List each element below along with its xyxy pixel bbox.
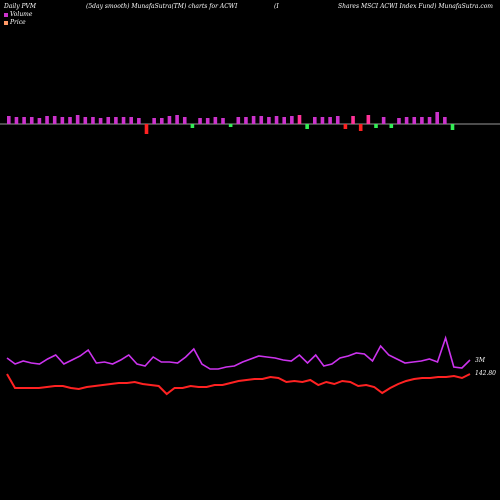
volume-bar [221, 118, 225, 124]
volume-bar [251, 116, 256, 124]
volume-bar [412, 117, 417, 124]
volume-bar [175, 115, 179, 124]
volume-bar [366, 115, 371, 124]
volume-bar [290, 116, 294, 124]
legend-volume: Volume [4, 11, 32, 18]
header-bracket: (I [274, 3, 279, 10]
volume-bar [236, 117, 241, 124]
volume-bar [328, 117, 332, 124]
volume-bar [121, 117, 126, 124]
volume-bar [68, 117, 72, 124]
legend-volume-label: Volume [10, 11, 33, 18]
volume-bar [213, 117, 218, 124]
volume-bar [427, 117, 432, 124]
volume-bar [205, 118, 210, 124]
legend-price-swatch [4, 20, 8, 25]
legend-price: Price [4, 19, 26, 26]
volume-bar [435, 112, 439, 124]
header-title-left: Daily PVM [4, 3, 37, 10]
volume-bar [45, 116, 49, 124]
volume-bar [274, 116, 279, 124]
header-title-right: Shares MSCI ACWI Index Fund) MunafaSutra… [338, 3, 493, 10]
legend-price-label: Price [10, 19, 26, 26]
volume-bar [91, 117, 95, 124]
volume-bar [190, 124, 195, 128]
volume-bar [351, 116, 355, 124]
volume-bar [29, 117, 34, 124]
volume-bar [420, 117, 424, 124]
volume-bar [167, 116, 172, 124]
volume-bar [52, 116, 57, 124]
volume-bar [389, 124, 394, 128]
volume-bar [404, 117, 409, 124]
volume-bar [144, 124, 149, 134]
volume-bar [374, 124, 378, 128]
legend-volume-swatch [4, 12, 8, 17]
volume-bar [320, 117, 325, 124]
volume-bar [160, 118, 164, 124]
volume-bar [297, 115, 302, 124]
volume-bar [259, 116, 264, 124]
volume-bar [182, 117, 187, 124]
price-line-end-label: 142.80 [475, 370, 496, 377]
volume-bar [198, 118, 202, 124]
volume-bar [397, 118, 401, 124]
volume-bar [152, 118, 156, 124]
header-title-middle: (5day smooth) MunafaSutra(TM) charts for… [86, 3, 238, 10]
volume-bar [267, 117, 271, 124]
volume-bar [305, 124, 309, 129]
volume-bar [22, 117, 26, 124]
volume-bar [282, 117, 286, 124]
volume-bar [137, 118, 141, 124]
volume-bar [83, 117, 88, 124]
volume-bar [335, 116, 340, 124]
volume-bar [343, 124, 348, 129]
volume-line-end-label: 3M [475, 357, 486, 364]
volume-bar [75, 115, 80, 124]
volume-bar [129, 117, 133, 124]
volume-bar [60, 117, 65, 124]
volume-bar [37, 118, 42, 124]
volume-bar [381, 117, 386, 124]
volume-bar [443, 117, 447, 124]
volume-bar [114, 117, 118, 124]
volume-bar [7, 116, 11, 124]
volume-bar [358, 124, 363, 131]
volume-bar [244, 117, 248, 124]
volume-bar [228, 124, 233, 127]
volume-bar [98, 118, 103, 124]
volume-bar [14, 117, 19, 124]
price-line [6, 373, 471, 396]
volume-bar [106, 117, 111, 124]
volume-line [6, 335, 471, 370]
volume-bar [450, 124, 455, 130]
volume-bar [313, 117, 317, 124]
